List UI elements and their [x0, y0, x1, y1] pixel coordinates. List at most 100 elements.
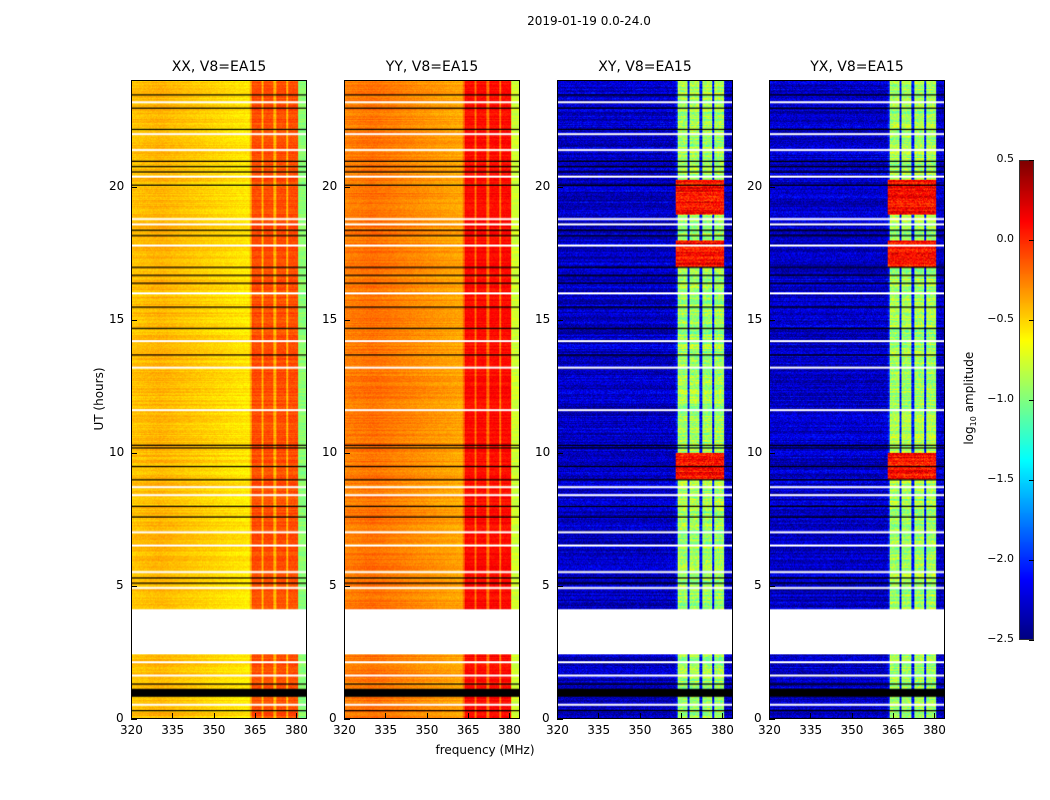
y-tick — [344, 186, 350, 188]
colorbar-tick — [1029, 320, 1034, 321]
colorbar-tick — [1029, 160, 1034, 161]
x-tick-label: 380 — [285, 723, 308, 737]
x-tick-label: 320 — [546, 723, 569, 737]
heatmap-canvas-xy — [558, 81, 732, 718]
y-tick-label: 15 — [109, 311, 125, 326]
y-tick-label: 20 — [535, 178, 551, 193]
x-tick-label: 350 — [202, 723, 226, 737]
x-tick-label: 380 — [711, 723, 734, 737]
x-tick-label: 365 — [669, 723, 693, 737]
y-tick-label: 10 — [747, 444, 763, 459]
y-tick-label: 10 — [109, 444, 125, 459]
panel-title-yy: YY, V8=EA15 — [385, 59, 479, 75]
y-tick — [769, 719, 775, 720]
y-tick-label: 20 — [747, 178, 763, 193]
y-tick-label: 0 — [542, 711, 550, 725]
colorbar-tick-label: −1.5 — [987, 472, 1014, 485]
x-tick — [810, 713, 812, 719]
y-tick-label: 20 — [109, 178, 125, 193]
x-tick-label: 350 — [628, 723, 652, 737]
heatmap-xx — [131, 80, 307, 719]
x-tick-label: 335 — [161, 723, 185, 737]
x-tick-label: 320 — [333, 723, 356, 737]
colorbar-tick-label: −2.5 — [987, 632, 1014, 645]
x-tick — [557, 713, 558, 719]
y-tick — [557, 452, 563, 454]
x-tick-label: 320 — [120, 723, 143, 737]
y-axis-label: UT (hours) — [92, 367, 106, 431]
colorbar-tick-label: −1.0 — [987, 392, 1014, 405]
colorbar-label-rest: amplitude — [961, 351, 976, 417]
x-tick — [851, 713, 853, 719]
y-tick-label: 10 — [322, 444, 338, 459]
y-tick-label: 0 — [754, 711, 762, 725]
x-tick-label: 320 — [758, 723, 781, 737]
y-tick-label: 15 — [747, 311, 763, 326]
heatmap-yy — [344, 80, 520, 719]
x-tick — [426, 713, 428, 719]
x-tick-label: 335 — [587, 723, 611, 737]
y-tick — [769, 585, 775, 587]
y-tick-label: 15 — [535, 311, 551, 326]
x-tick — [769, 713, 770, 719]
x-tick-label: 350 — [415, 723, 439, 737]
x-tick — [213, 713, 215, 719]
y-tick — [344, 719, 350, 720]
y-tick-label: 5 — [329, 577, 337, 592]
y-tick-label: 15 — [322, 311, 338, 326]
y-tick — [131, 585, 137, 587]
colorbar-label-log: log — [961, 426, 976, 445]
y-tick — [131, 719, 137, 720]
colorbar-tick — [1029, 560, 1034, 561]
x-tick-label: 365 — [243, 723, 267, 737]
x-tick — [131, 713, 132, 719]
y-tick — [344, 585, 350, 587]
y-tick — [344, 319, 350, 321]
x-tick-label: 380 — [498, 723, 521, 737]
colorbar-canvas — [1020, 161, 1033, 639]
y-tick — [131, 319, 137, 321]
x-tick — [509, 713, 510, 719]
colorbar-label: log10 amplitude — [962, 338, 978, 458]
x-tick-label: 335 — [799, 723, 823, 737]
y-tick-label: 0 — [329, 711, 337, 725]
heatmap-yx — [769, 80, 945, 719]
colorbar-tick-label: −2.0 — [987, 552, 1014, 565]
heatmap-canvas-yy — [345, 81, 519, 718]
colorbar-tick-label: 0.0 — [996, 232, 1015, 245]
y-tick-label: 10 — [535, 444, 551, 459]
figure-title: 2019-01-19 0.0-24.0 — [527, 14, 651, 28]
colorbar-label-sub: 10 — [969, 416, 979, 427]
y-tick — [131, 452, 137, 454]
x-tick — [344, 713, 345, 719]
colorbar-tick — [1029, 240, 1034, 241]
x-tick-label: 365 — [456, 723, 480, 737]
panel-title-yx: YX, V8=EA15 — [810, 59, 904, 75]
x-tick-label: 380 — [923, 723, 946, 737]
x-tick-label: 350 — [840, 723, 864, 737]
y-tick-label: 5 — [542, 577, 550, 592]
heatmap-canvas-xx — [132, 81, 306, 718]
x-tick — [934, 713, 935, 719]
heatmap-canvas-yx — [770, 81, 944, 718]
x-tick-label: 365 — [881, 723, 905, 737]
x-tick — [467, 713, 469, 719]
y-tick-label: 20 — [322, 178, 338, 193]
x-tick — [680, 713, 682, 719]
y-tick-label: 5 — [116, 577, 124, 592]
colorbar-tick — [1029, 400, 1034, 401]
panel-title-xx: XX, V8=EA15 — [171, 59, 267, 75]
colorbar-tick — [1029, 480, 1034, 481]
colorbar-tick — [1029, 640, 1034, 641]
heatmap-xy — [557, 80, 733, 719]
y-tick — [769, 319, 775, 321]
x-tick — [598, 713, 600, 719]
y-tick — [557, 719, 563, 720]
x-tick — [254, 713, 256, 719]
x-tick — [385, 713, 387, 719]
x-tick — [722, 713, 723, 719]
x-tick — [172, 713, 174, 719]
colorbar-tick-label: −0.5 — [987, 312, 1014, 325]
y-tick — [344, 452, 350, 454]
